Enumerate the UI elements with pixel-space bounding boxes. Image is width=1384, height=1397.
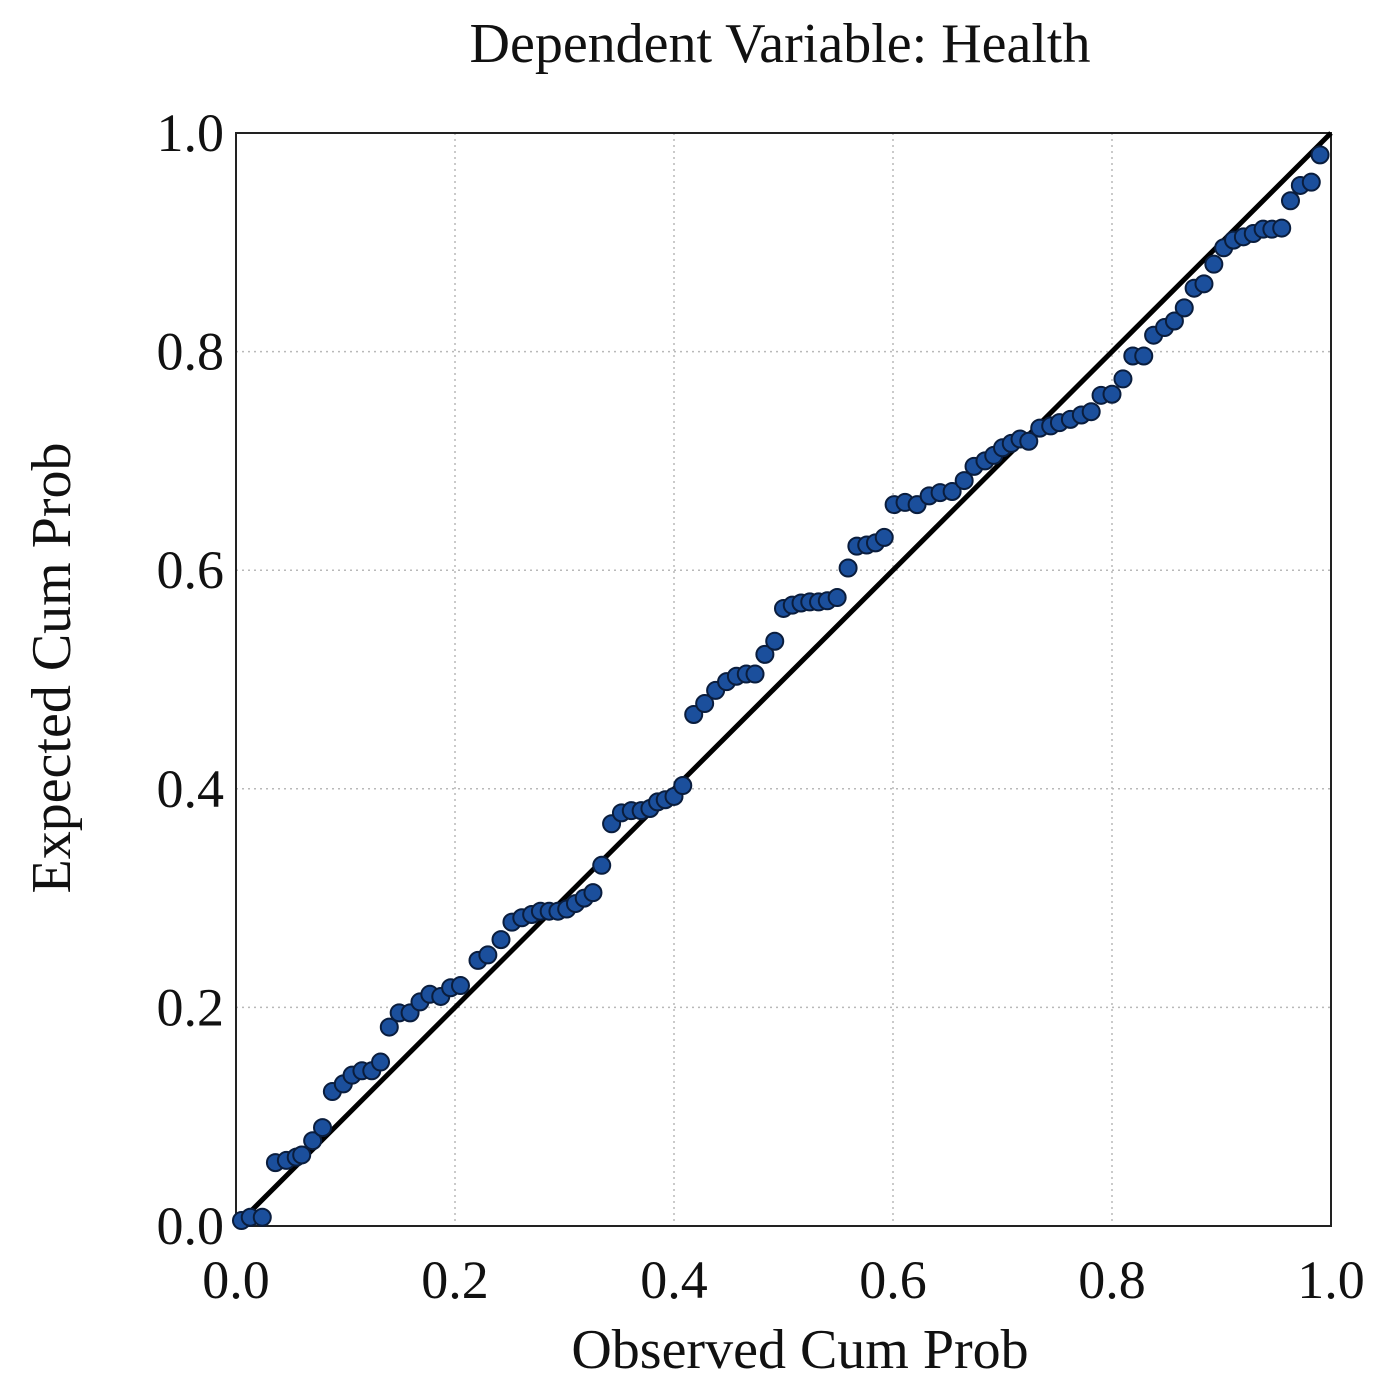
data-point [1301, 172, 1321, 192]
data-point [954, 471, 974, 491]
plot-frame [235, 132, 1332, 1227]
data-point [695, 694, 715, 714]
y-tick-label: 0.0 [157, 1196, 225, 1256]
data-point [478, 945, 498, 965]
y-tick-label: 0.6 [157, 540, 225, 600]
data-point [583, 883, 603, 903]
reference-line [234, 131, 1333, 1228]
data-point [838, 558, 858, 578]
x-axis-label: Observed Cum Prob [571, 1319, 1028, 1381]
data-point [379, 1017, 399, 1037]
y-tick-label: 0.8 [157, 322, 225, 382]
data-point [745, 664, 765, 684]
data-point [292, 1145, 312, 1165]
data-point [1272, 218, 1292, 238]
data-point [1194, 274, 1214, 294]
data-point [755, 644, 775, 664]
data-point [1102, 384, 1122, 404]
data-points [231, 145, 1330, 1231]
data-point [942, 482, 962, 502]
data-point [1164, 311, 1184, 331]
y-tick-label: 0.4 [157, 759, 225, 819]
data-point [1174, 298, 1194, 318]
data-point [874, 527, 894, 547]
data-point [1113, 369, 1133, 389]
data-point [1280, 191, 1300, 211]
data-point [1204, 254, 1224, 274]
x-tick-label: 0.6 [859, 1250, 927, 1310]
data-point [252, 1207, 272, 1227]
data-point [765, 631, 785, 651]
data-point [1134, 346, 1154, 366]
data-point [1019, 431, 1039, 451]
data-point [313, 1118, 333, 1138]
y-tick-label: 0.2 [157, 977, 225, 1037]
data-point [673, 776, 693, 796]
chart-title: Dependent Variable: Health [470, 13, 1091, 75]
data-point [1081, 402, 1101, 422]
x-tick-labels: 0.0 0.2 0.4 0.6 0.8 1.0 [202, 1250, 1365, 1310]
data-point [592, 855, 612, 875]
x-tick-label: 0.8 [1078, 1250, 1146, 1310]
data-point [450, 976, 470, 996]
data-point [1310, 145, 1330, 165]
y-tick-label: 1.0 [157, 103, 225, 163]
data-point [371, 1052, 391, 1072]
data-point [303, 1131, 323, 1151]
x-tick-label: 0.2 [421, 1250, 489, 1310]
x-tick-label: 0.0 [202, 1250, 270, 1310]
x-tick-label: 1.0 [1297, 1250, 1365, 1310]
y-tick-labels: 0.0 0.2 0.4 0.6 0.8 1.0 [157, 103, 225, 1256]
data-point [827, 588, 847, 608]
data-point [491, 930, 511, 950]
x-tick-label: 0.4 [640, 1250, 708, 1310]
y-axis-label: Expected Cum Prob [21, 442, 83, 893]
